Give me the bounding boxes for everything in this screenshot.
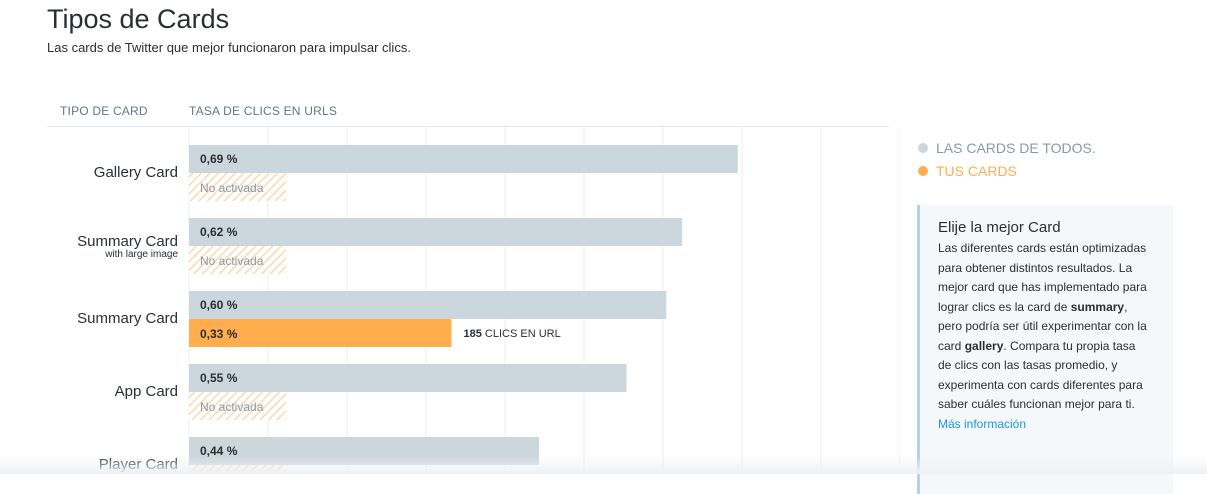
bar-not-active [189, 173, 286, 201]
info-text-outro: . Compara tu propia tasa de clics con la… [938, 338, 1143, 412]
info-text-intro: Las diferentes cards están optimizadas p… [938, 241, 1147, 314]
not-active-label: No activada [200, 181, 264, 195]
legend-label-all-cards: LAS CARDS DE TODOS. [936, 139, 1096, 156]
bar-all-cards [189, 291, 667, 319]
clicks-count: 185 [464, 328, 482, 340]
header-divider [47, 126, 889, 127]
bar-value-label: 0,69 % [200, 152, 238, 166]
info-box: Elije la mejor Card Las diferentes cards… [917, 205, 1173, 494]
bar-not-active [189, 246, 286, 274]
bar-all-cards [189, 364, 627, 392]
clicks-annotation: 185 CLICS EN URL [464, 328, 561, 340]
not-active-label: No activada [200, 400, 264, 414]
category-label: App Card [115, 383, 178, 400]
legend-item-your-cards: TUS CARDS [918, 159, 1096, 182]
info-box-body: Las diferentes cards están optimizadas p… [938, 239, 1150, 415]
bar-value-label-yours: 0,33 % [200, 327, 238, 341]
legend-dot-all [918, 142, 928, 153]
bottom-fade [0, 456, 1207, 474]
page-title: Tipos de Cards [47, 4, 230, 34]
chart-legend: LAS CARDS DE TODOS. TUS CARDS [918, 136, 1096, 182]
category-label: Summary Card [77, 233, 178, 250]
chart-row: Gallery Card 0,69 % No activada [94, 145, 738, 201]
column-header-card-type: TIPO DE CARD [60, 104, 148, 118]
chart-row: Summary Card 0,60 % 0,33 % 185 CLICS EN URL [77, 291, 667, 347]
bar-value-label: 0,60 % [200, 298, 238, 312]
not-active-label: No activada [200, 254, 264, 268]
info-text-summary: summary [1070, 299, 1125, 314]
info-box-title: Elije la mejor Card [938, 219, 1061, 236]
category-label: Summary Card [77, 310, 178, 327]
category-sublabel: with large image [104, 249, 178, 260]
legend-dot-yours [918, 165, 928, 176]
bar-value-label: 0,62 % [200, 225, 238, 239]
info-text-gallery: gallery [964, 338, 1004, 353]
page-subtitle: Las cards de Twitter que mejor funcionar… [47, 40, 411, 55]
clicks-text: CLICS EN URL [482, 328, 561, 340]
info-text-mid: , pero podría ser útil experimentar con … [938, 299, 1147, 353]
category-label: Gallery Card [94, 164, 178, 181]
bar-all-cards [189, 218, 683, 246]
column-header-url-ctr: TASA DE CLICS EN URLS [189, 104, 338, 118]
legend-label-your-cards: TUS CARDS [936, 162, 1017, 179]
legend-item-all-cards: LAS CARDS DE TODOS. [918, 136, 1096, 159]
bar-your-cards [189, 319, 452, 347]
chart-row: App Card 0,55 % No activada [115, 364, 627, 420]
bar-value-label: 0,44 % [200, 444, 238, 458]
more-info-link[interactable]: Más información [938, 416, 1027, 431]
bar-not-active [189, 392, 286, 420]
bar-all-cards [189, 145, 738, 173]
bar-value-label: 0,55 % [200, 371, 238, 385]
